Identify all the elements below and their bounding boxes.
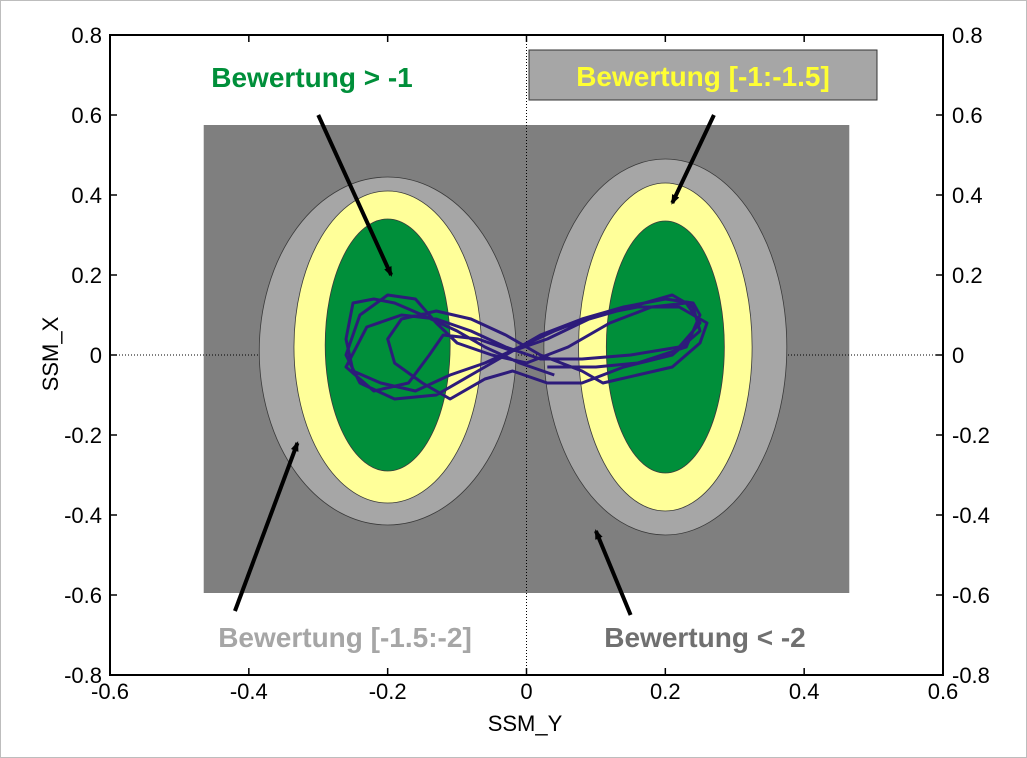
annotation-label-0: Bewertung > -1 bbox=[211, 62, 412, 93]
annotation-arrow-0 bbox=[316, 114, 393, 277]
x-tick-label: 0 bbox=[520, 679, 532, 704]
y-tick-label-left: 0 bbox=[90, 343, 102, 368]
x-tick-label: 0.4 bbox=[789, 679, 820, 704]
y-tick-label-left: 0.6 bbox=[71, 103, 102, 128]
x-tick-label: -0.4 bbox=[230, 679, 268, 704]
y-tick-label-right: 0.2 bbox=[952, 263, 983, 288]
annotation-label-2: Bewertung [-1.5:-2] bbox=[218, 622, 472, 653]
y-tick-label-right: -0.8 bbox=[952, 663, 990, 688]
y-tick-label-right: 0.8 bbox=[952, 23, 983, 48]
y-tick-label-left: -0.6 bbox=[64, 583, 102, 608]
y-tick-label-left: 0.8 bbox=[71, 23, 102, 48]
annotation-arrow-2 bbox=[233, 441, 300, 612]
y-tick-label-right: 0.4 bbox=[952, 183, 983, 208]
x-tick-label: -0.6 bbox=[91, 679, 129, 704]
x-tick-label: -0.2 bbox=[369, 679, 407, 704]
y-tick-label-left: -0.8 bbox=[64, 663, 102, 688]
x-axis-label: SSM_Y bbox=[488, 711, 563, 736]
rating-ellipse-5 bbox=[605, 220, 725, 474]
y-axis-label: SSM_X bbox=[38, 316, 63, 391]
x-tick-label: 0.2 bbox=[650, 679, 681, 704]
y-tick-label-left: 0.4 bbox=[71, 183, 102, 208]
annotation-arrow-3 bbox=[594, 529, 633, 616]
y-tick-label-left: -0.2 bbox=[64, 423, 102, 448]
y-tick-label-left: -0.4 bbox=[64, 503, 102, 528]
tick-labels: -0.6 -0.4 -0.2 0 0.2 0.4 0.6 0.8 0.8 0.6 0.6 0.4 0.4… bbox=[64, 23, 990, 704]
y-tick-label-right: -0.6 bbox=[952, 583, 990, 608]
annotations: Bewertung > -1 Bewertung [-1:-1.5] Bewertu… bbox=[211, 49, 878, 653]
plot-area bbox=[109, 34, 944, 676]
annotation-label-1: Bewertung [-1:-1.5] bbox=[576, 61, 830, 92]
annotation-label-3: Bewertung < -2 bbox=[604, 622, 805, 653]
x-tick-label: 0.6 bbox=[928, 679, 959, 704]
y-tick-label-right: -0.2 bbox=[952, 423, 990, 448]
trajectory-line-0 bbox=[344, 293, 709, 401]
y-tick-label-right: 0 bbox=[952, 343, 964, 368]
annotation-box-1 bbox=[528, 49, 878, 101]
y-tick-label-right: -0.4 bbox=[952, 503, 990, 528]
y-tick-label-left: 0.2 bbox=[71, 263, 102, 288]
rating-ellipse-2 bbox=[324, 218, 451, 472]
y-tick-label-right: 0.6 bbox=[952, 103, 983, 128]
annotation-arrow-1 bbox=[670, 114, 716, 205]
